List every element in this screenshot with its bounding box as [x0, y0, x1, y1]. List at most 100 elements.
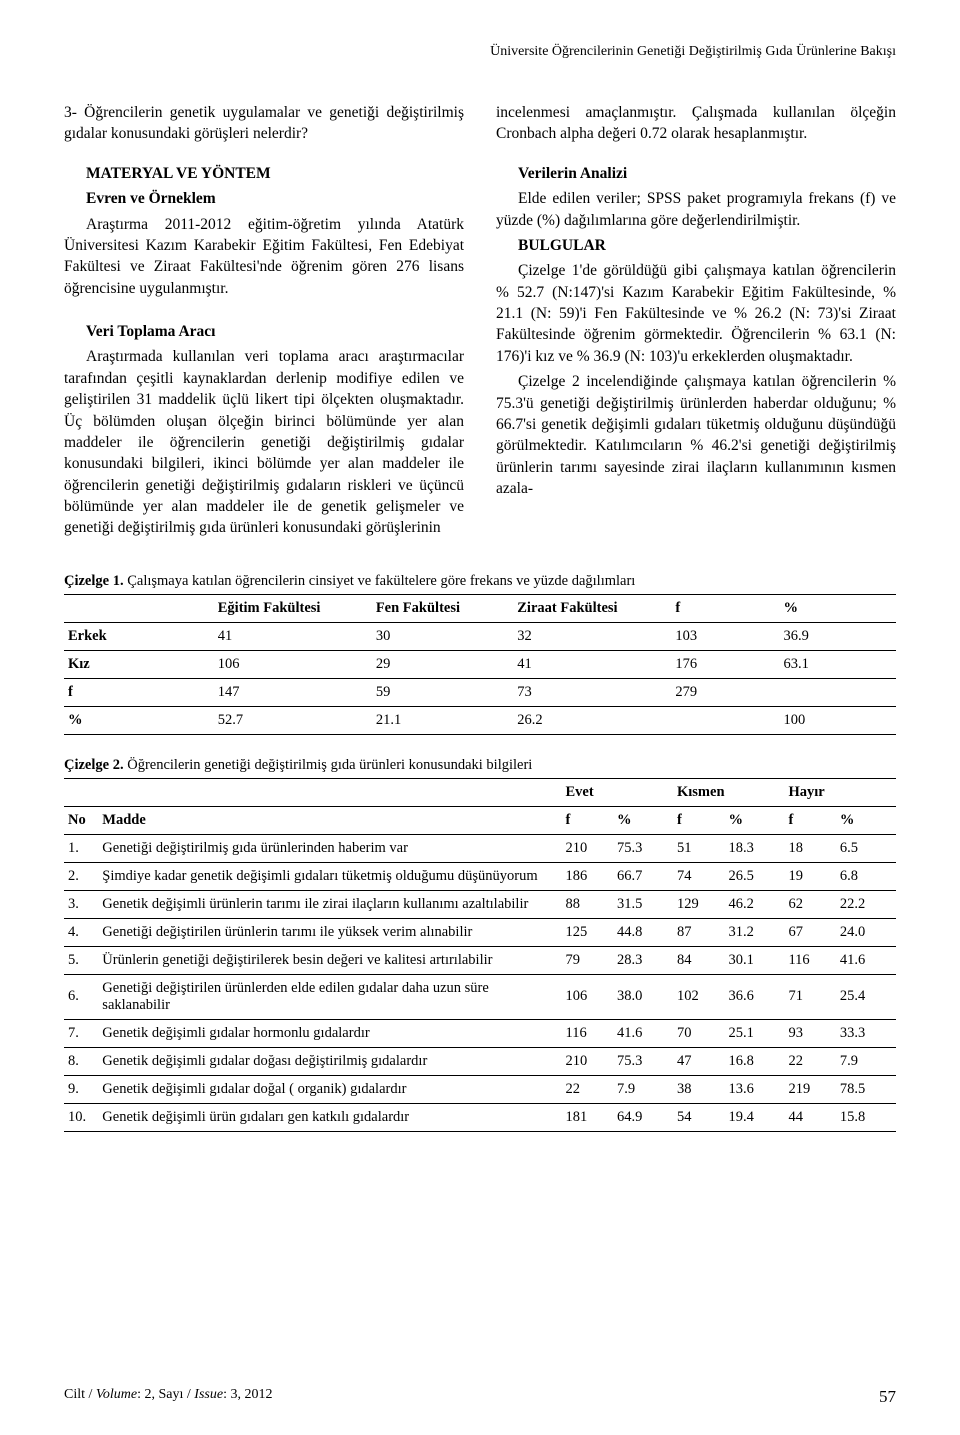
t1-h-ziraat: Ziraat Fakültesi — [513, 594, 671, 622]
t1-h-f: f — [671, 594, 779, 622]
t2-sh-madde: Madde — [98, 806, 561, 834]
footer-volume: Cilt / Volume: 2, Sayı / Issue: 3, 2012 — [64, 1387, 272, 1407]
table-cell: 31.2 — [724, 918, 784, 946]
table-cell: Genetik değişimli ürün gıdaları gen katk… — [98, 1103, 561, 1131]
table-cell: 36.9 — [780, 622, 897, 650]
table-cell: 29 — [372, 650, 513, 678]
para-cronbach: incelenmesi amaçlanmıştır. Çalışmada kul… — [496, 102, 896, 145]
para-bulgular-2: Çizelge 2 incelendiğinde çalışmaya katıl… — [496, 371, 896, 499]
table-cell: 88 — [562, 890, 613, 918]
table-row: %52.721.126.2 100 — [64, 706, 896, 734]
table-cell — [780, 678, 897, 706]
t1-h-blank — [64, 594, 214, 622]
table-cell: 73 — [513, 678, 671, 706]
table-cell: Genetik değişimli gıdalar doğal ( organi… — [98, 1075, 561, 1103]
table2-body: 1.Genetiği değiştirilmiş gıda ürünlerind… — [64, 834, 896, 1131]
table2-caption-rest: Öğrencilerin genetiği değiştirilmiş gıda… — [124, 757, 533, 773]
table-cell: 46.2 — [724, 890, 784, 918]
table-cell: 25.1 — [724, 1019, 784, 1047]
t2-sh-f1: f — [562, 806, 613, 834]
table-cell: 75.3 — [613, 1047, 673, 1075]
table-cell: 210 — [562, 1047, 613, 1075]
table-cell: 8. — [64, 1047, 98, 1075]
table-cell: 19 — [784, 862, 835, 890]
table-cell: 31.5 — [613, 890, 673, 918]
table-cell: 103 — [671, 622, 779, 650]
table-cell: 129 — [673, 890, 724, 918]
t2-sh-f3: f — [784, 806, 835, 834]
table-cell: % — [64, 706, 214, 734]
table-cell: 147 — [214, 678, 372, 706]
heading-evren: Evren ve Örneklem — [64, 188, 464, 209]
table-cell: 70 — [673, 1019, 724, 1047]
table-cell: 28.3 — [613, 946, 673, 974]
table-cell — [671, 706, 779, 734]
table-cell: Genetiği değiştirilmiş gıda ürünlerinden… — [98, 834, 561, 862]
table-cell: 176 — [671, 650, 779, 678]
table-cell: 7.9 — [836, 1047, 896, 1075]
table-cell: 33.3 — [836, 1019, 896, 1047]
table-cell: 26.2 — [513, 706, 671, 734]
table-cell: f — [64, 678, 214, 706]
table-cell: 279 — [671, 678, 779, 706]
table-row: 9.Genetik değişimli gıdalar doğal ( orga… — [64, 1075, 896, 1103]
table-cell: 9. — [64, 1075, 98, 1103]
table1-head: Eğitim Fakültesi Fen Fakültesi Ziraat Fa… — [64, 594, 896, 622]
table-cell: 79 — [562, 946, 613, 974]
table-cell: 41.6 — [836, 946, 896, 974]
para-veri-toplama: Araştırmada kullanılan veri toplama arac… — [64, 346, 464, 538]
table-cell: 4. — [64, 918, 98, 946]
t1-h-egitim: Eğitim Fakültesi — [214, 594, 372, 622]
table-cell: 41 — [214, 622, 372, 650]
t2-gh-hayir: Hayır — [784, 778, 896, 806]
table-row: 3.Genetik değişimli ürünlerin tarımı ile… — [64, 890, 896, 918]
heading-veri-toplama: Veri Toplama Aracı — [64, 321, 464, 342]
table-cell: 6.8 — [836, 862, 896, 890]
question-3: 3- Öğrencilerin genetik uygulamalar ve g… — [64, 102, 464, 145]
table-cell: 21.1 — [372, 706, 513, 734]
table-cell: 30 — [372, 622, 513, 650]
table-cell: 44.8 — [613, 918, 673, 946]
table-cell: 7.9 — [613, 1075, 673, 1103]
t2-sh-p2: % — [724, 806, 784, 834]
t1-h-pct: % — [780, 594, 897, 622]
table-cell: 41 — [513, 650, 671, 678]
table-cell: 54 — [673, 1103, 724, 1131]
table-row: 10.Genetik değişimli ürün gıdaları gen k… — [64, 1103, 896, 1131]
table-cell: 106 — [562, 974, 613, 1019]
para-analiz: Elde edilen veriler; SPSS paket programı… — [496, 188, 896, 231]
table1-body: Erkek41303210336.9Kız106294117663.1f1475… — [64, 622, 896, 734]
table-cell: 186 — [562, 862, 613, 890]
table1: Eğitim Fakültesi Fen Fakültesi Ziraat Fa… — [64, 594, 896, 735]
table-cell: 41.6 — [613, 1019, 673, 1047]
table2: Evet Kısmen Hayır No Madde f % f % f % 1… — [64, 778, 896, 1132]
table1-caption-bold: Çizelge 1. — [64, 573, 124, 589]
table-cell: 59 — [372, 678, 513, 706]
t2-sh-p3: % — [836, 806, 896, 834]
table-row: Erkek41303210336.9 — [64, 622, 896, 650]
heading-verilerin-analizi: Verilerin Analizi — [496, 163, 896, 184]
table-cell: 19.4 — [724, 1103, 784, 1131]
table1-header-row: Eğitim Fakültesi Fen Fakültesi Ziraat Fa… — [64, 594, 896, 622]
table2-caption-bold: Çizelge 2. — [64, 757, 124, 773]
table-row: 4.Genetiği değiştirilen ürünlerin tarımı… — [64, 918, 896, 946]
heading-bulgular: BULGULAR — [496, 235, 896, 256]
para-bulgular-1: Çizelge 1'de görüldüğü gibi çalışmaya ka… — [496, 260, 896, 367]
table-cell: 18 — [784, 834, 835, 862]
table-cell: 100 — [780, 706, 897, 734]
para-evren: Araştırma 2011-2012 eğitim-öğretim yılın… — [64, 214, 464, 300]
running-head: Üniversite Öğrencilerinin Genetiği Değiş… — [64, 44, 896, 60]
table-cell: 62 — [784, 890, 835, 918]
table-cell: Genetik değişimli gıdalar doğası değişti… — [98, 1047, 561, 1075]
table-cell: 63.1 — [780, 650, 897, 678]
table-cell: Kız — [64, 650, 214, 678]
table-cell: 25.4 — [836, 974, 896, 1019]
table-row: Kız106294117663.1 — [64, 650, 896, 678]
table-cell: 52.7 — [214, 706, 372, 734]
table-cell: 64.9 — [613, 1103, 673, 1131]
body-columns: 3- Öğrencilerin genetik uygulamalar ve g… — [64, 102, 896, 543]
table2-wrap: Çizelge 2. Öğrencilerin genetiği değişti… — [64, 757, 896, 1132]
table-cell: 71 — [784, 974, 835, 1019]
table-cell: Şimdiye kadar genetik değişimli gıdaları… — [98, 862, 561, 890]
table-cell: 38.0 — [613, 974, 673, 1019]
